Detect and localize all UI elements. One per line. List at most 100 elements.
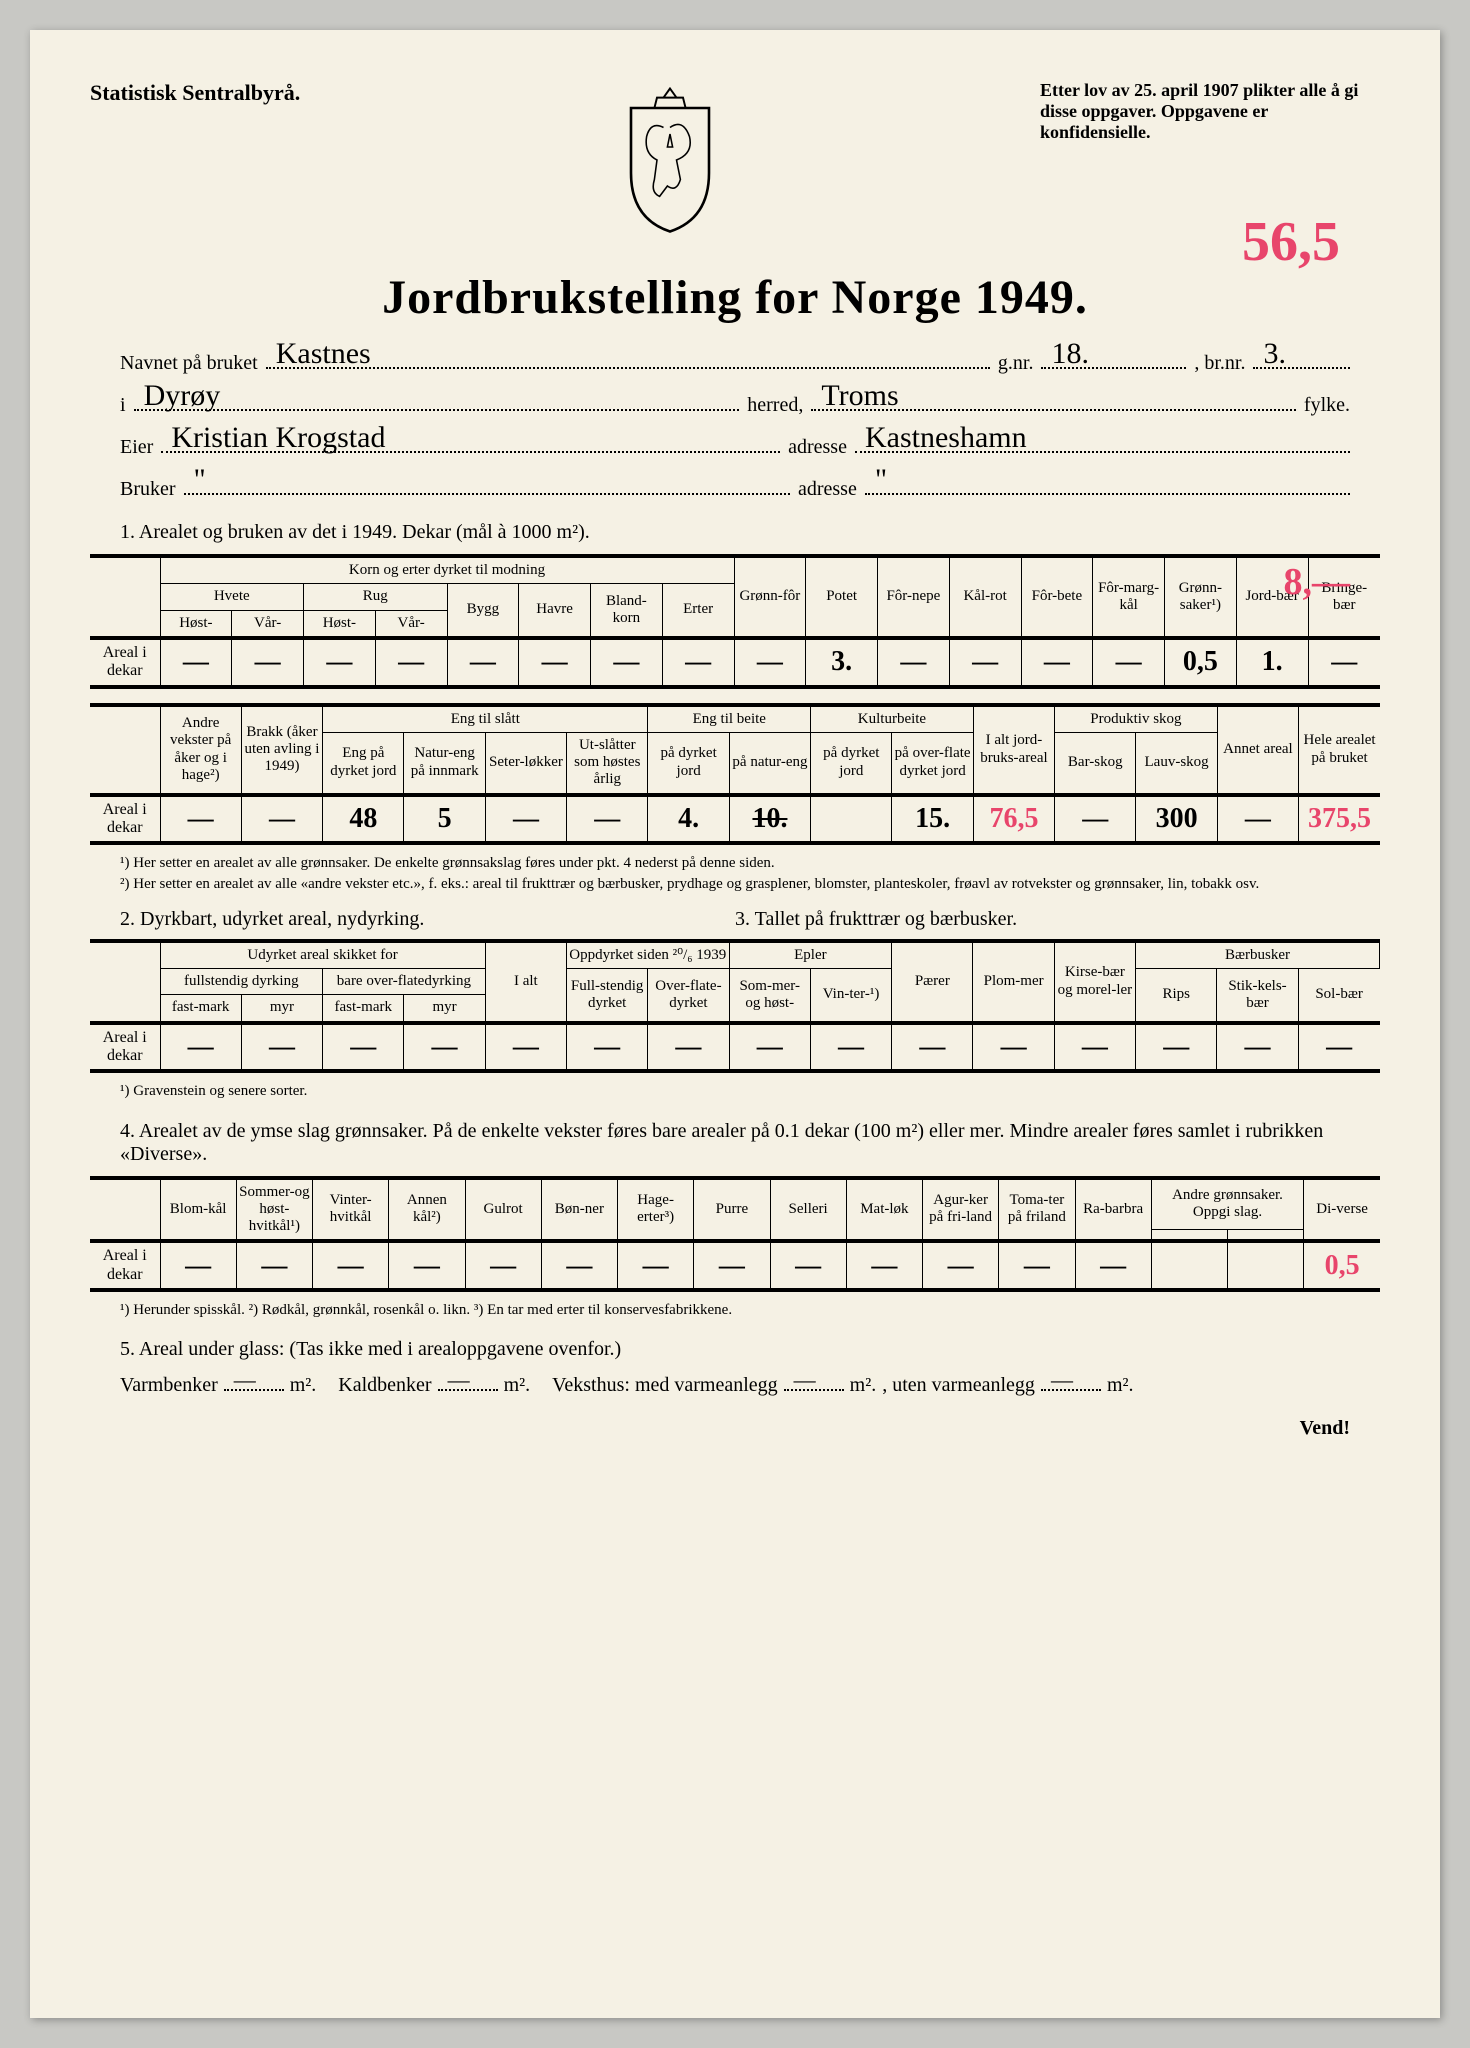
gnr-label: g.nr. <box>998 352 1034 375</box>
table-cell: — <box>485 795 566 844</box>
th-fornepe: Fôr-nepe <box>878 556 950 638</box>
bruker-label: Bruker <box>120 478 176 501</box>
th-prodskog: Produktiv skog <box>1055 705 1218 733</box>
th-natureng: Natur-eng på innmark <box>404 732 485 794</box>
form-header-lines: Navnet på bruket Kastnes g.nr. 18. , br.… <box>120 345 1350 501</box>
eier-value: Kristian Krogstad <box>171 421 385 455</box>
table-cell: — <box>923 1241 999 1290</box>
table-cell: — <box>999 1241 1075 1290</box>
th-host1: Høst- <box>160 610 232 638</box>
table-cell: 300 <box>1136 795 1217 844</box>
table-cell: — <box>465 1241 541 1290</box>
section3-title: 3. Tallet på frukttrær og bærbusker. <box>735 908 1350 931</box>
m2-4: m². <box>1107 1374 1134 1397</box>
section23-footnote: ¹) Gravenstein og senere sorter. <box>120 1081 1350 1101</box>
th-vinterhvitkal: Vinter-hvitkål <box>313 1178 389 1242</box>
agency-name: Statistisk Sentralbyrå. <box>90 80 300 106</box>
th-agurker: Agur-ker på fri-land <box>923 1178 999 1242</box>
th-andre-blank1 <box>1151 1229 1227 1241</box>
handwritten-annotation-top: 56,5 <box>1242 210 1340 274</box>
table-cell: 10. <box>729 795 810 844</box>
table-cell: — <box>241 795 322 844</box>
table-cell: 48 <box>323 795 404 844</box>
th-seterlokker: Seter-løkker <box>485 732 566 794</box>
th-korn-group: Korn og erter dyrket til modning <box>160 556 734 584</box>
th-baerbusker: Bærbusker <box>1136 941 1380 969</box>
th-sommerkal: Sommer-og høst-hvitkål¹) <box>236 1178 312 1242</box>
th-pa-overflate: på over-flate dyrket jord <box>892 732 973 794</box>
th-tomater: Toma-ter på friland <box>999 1178 1075 1242</box>
th-selleri: Selleri <box>770 1178 846 1242</box>
th-solbaer: Sol-bær <box>1298 969 1379 1023</box>
table-cell: — <box>375 638 447 687</box>
section4-footnote: ¹) Herunder spisskål. ²) Rødkål, grønnkå… <box>120 1300 1350 1320</box>
th-bonner: Bøn-ner <box>541 1178 617 1242</box>
table-section23: Udyrket areal skikket for I alt Oppdyrke… <box>90 939 1380 1074</box>
table-cell: — <box>304 638 376 687</box>
th-lauvskog: Lauv-skog <box>1136 732 1217 794</box>
table-cell: — <box>160 638 232 687</box>
th-blomkal: Blom-kål <box>160 1178 236 1242</box>
th-fastmark1: fast-mark <box>160 995 241 1023</box>
i-label: i <box>120 394 126 417</box>
table-cell: — <box>404 1023 485 1072</box>
table-cell: — <box>662 638 734 687</box>
th-gulrot: Gulrot <box>465 1178 541 1242</box>
th-paerer: Pærer <box>892 941 973 1023</box>
th-pa-natureng: på natur-eng <box>729 732 810 794</box>
row-label-1b: Areal i dekar <box>90 795 160 844</box>
table-cell: — <box>160 1023 241 1072</box>
table-cell: 0,5 <box>1165 638 1237 687</box>
table-cell: — <box>1055 795 1136 844</box>
eier-label: Eier <box>120 436 153 459</box>
th-fastmark2: fast-mark <box>323 995 404 1023</box>
table-cell: — <box>485 1023 566 1072</box>
th-var2: Vår- <box>375 610 447 638</box>
th-kulturbeite: Kulturbeite <box>811 705 974 733</box>
brnr-value: 3. <box>1263 337 1286 371</box>
m2-3: m². <box>850 1374 877 1397</box>
m2-1: m². <box>290 1374 317 1397</box>
th-rips: Rips <box>1136 969 1217 1023</box>
th-pa-dyrket2: på dyrket jord <box>811 732 892 794</box>
table-cell: — <box>1021 638 1093 687</box>
section4-title: 4. Arealet av de ymse slag grønnsaker. P… <box>120 1120 1350 1166</box>
med-val: — <box>794 1367 816 1393</box>
table-cell: — <box>541 1241 617 1290</box>
kaldbenker-label: Kaldbenker <box>338 1374 431 1397</box>
th-eng-beite: Eng til beite <box>648 705 811 733</box>
row-label-23: Areal i dekar <box>90 1023 160 1072</box>
th-vinter: Vin-ter-¹) <box>810 969 891 1023</box>
table-cell: — <box>160 795 241 844</box>
bruker-value: " <box>194 463 206 497</box>
table-cell: — <box>236 1241 312 1290</box>
th-hageerter: Hage-erter³) <box>618 1178 694 1242</box>
table-section4: Blom-kål Sommer-og høst-hvitkål¹) Vinter… <box>90 1176 1380 1293</box>
th-eng-slatt: Eng til slått <box>323 705 648 733</box>
table-cell: — <box>323 1023 404 1072</box>
kaldbenker-val: — <box>448 1367 470 1393</box>
th-annenkal: Annen kål²) <box>389 1178 465 1242</box>
th-pa-dyrket: på dyrket jord <box>648 732 729 794</box>
th-host2: Høst- <box>304 610 376 638</box>
th-formargkal: Fôr-marg-kål <box>1093 556 1165 638</box>
adresse2-value: " <box>875 463 887 497</box>
table-cell: — <box>447 638 519 687</box>
adresse2-label: adresse <box>798 478 857 501</box>
table-cell: — <box>232 638 304 687</box>
table-cell: — <box>770 1241 846 1290</box>
veksthus-uten-label: , uten varmeanlegg <box>882 1374 1035 1397</box>
th-kalrot: Kål-rot <box>949 556 1021 638</box>
table-cell: 375,5 <box>1299 795 1380 844</box>
varmbenker-label: Varmbenker <box>120 1374 218 1397</box>
th-myr2: myr <box>404 995 485 1023</box>
th-purre: Purre <box>694 1178 770 1242</box>
m2-2: m². <box>504 1374 531 1397</box>
th-utslatter: Ut-slåtter som høstes årlig <box>567 732 648 794</box>
table-cell: — <box>241 1023 322 1072</box>
table-cell <box>1151 1241 1227 1290</box>
table-cell: 15. <box>892 795 973 844</box>
navnet-value: Kastnes <box>276 337 371 371</box>
th-fullstendig2: Full-stendig dyrket <box>566 969 647 1023</box>
th-gronnsaker: Grønn-saker¹) <box>1165 556 1237 638</box>
